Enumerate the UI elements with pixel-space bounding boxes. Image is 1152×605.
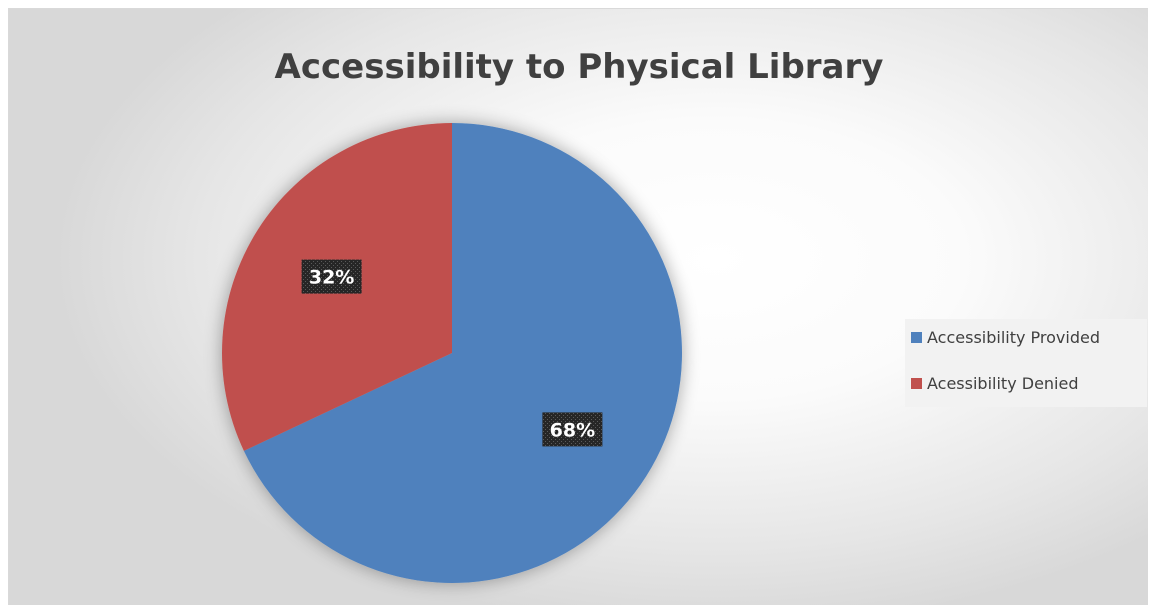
legend-item-accessibility-provided: Accessibility Provided [911,326,1100,348]
legend-item-accessibility-denied: Acessibility Denied [911,372,1079,394]
data-label-text: 32% [309,267,354,289]
legend: Accessibility Provided Acessibility Deni… [905,319,1147,407]
legend-swatch-provided [911,331,922,343]
legend-swatch-denied [911,377,922,389]
chart-area: Accessibility to Physical Library 68% 32%… [8,8,1148,605]
legend-label: Acessibility Denied [927,373,1079,393]
data-label-text: 68% [550,419,595,441]
chart-title: Accessibility to Physical Library [274,47,884,87]
pie-chart: 68% 32% [222,123,682,583]
data-label-background [542,412,603,447]
data-label-background [301,259,362,294]
legend-label: Accessibility Provided [927,327,1100,347]
data-label-accessibility-provided: 68% [542,412,603,447]
pie-slice-accessibility-provided [243,123,682,583]
data-label-acessibility-denied: 32% [301,259,362,294]
